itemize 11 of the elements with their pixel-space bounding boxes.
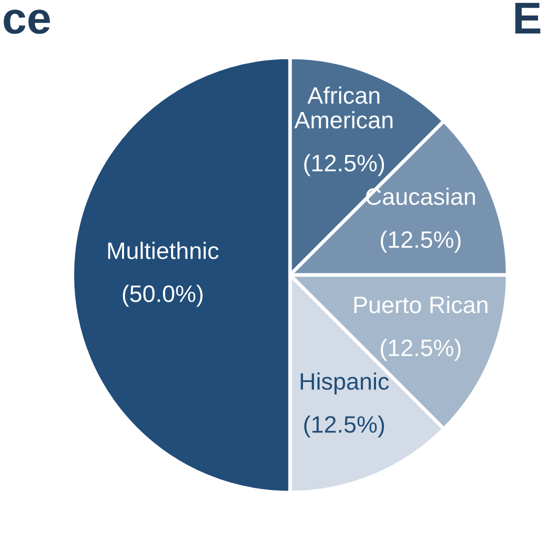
data-label: (12.5%) — [380, 230, 461, 253]
data-label: (12.5%) — [380, 338, 461, 361]
slice-label: Hispanic — [300, 372, 389, 394]
text: ce — [4, 10, 50, 34]
slice-label: Puerto Rican — [354, 296, 488, 314]
slice-label: Multiethnic — [108, 242, 219, 260]
text: E — [515, 2, 540, 34]
data-label: (12.5%) — [304, 415, 384, 438]
slice-label: African American — [294, 86, 392, 128]
data-label: (12.5%) — [304, 154, 384, 176]
data-label: (50.0%) — [122, 284, 203, 307]
